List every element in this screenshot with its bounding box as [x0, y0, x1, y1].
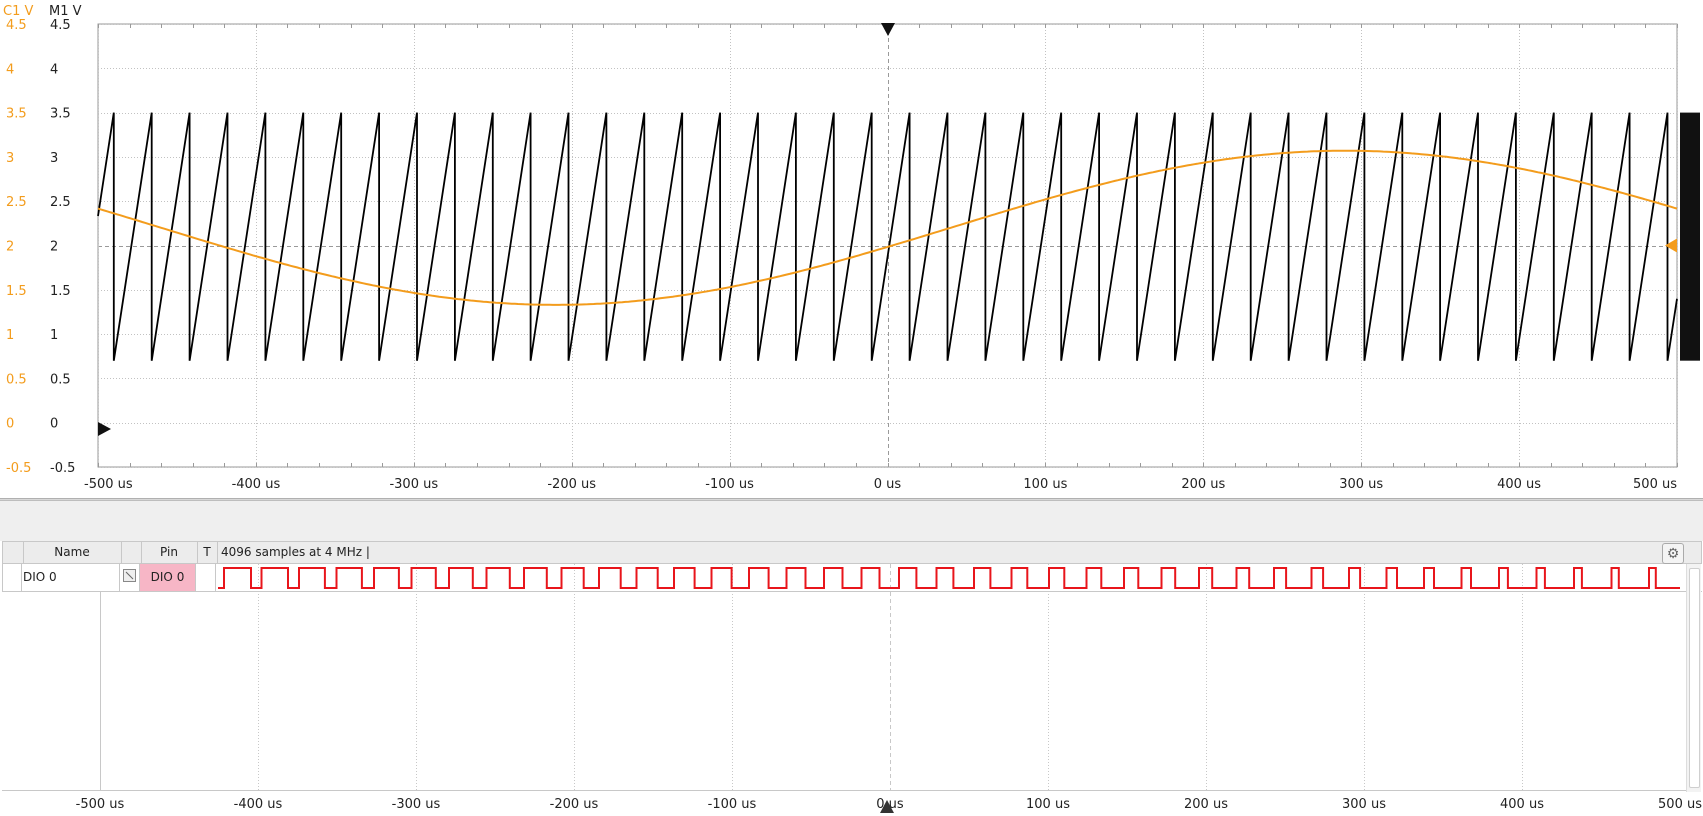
x-tick-label: 200 us — [1181, 477, 1225, 492]
c1-tick-label: 4 — [6, 62, 14, 77]
edit-column-header — [121, 542, 142, 563]
c1-trace — [97, 149, 1678, 306]
c1-tick-label: 1.5 — [6, 284, 27, 299]
right-edge-histogram — [1680, 112, 1700, 361]
m1-tick-label: 0.5 — [50, 372, 71, 387]
scope-axis-labels: C1 V M1 V 4.5 4 3.5 3 2.5 2 1.5 1 0.5 0 -0.5 4.5 4 3.… — [3, 4, 1677, 492]
x-tick-label: 400 us — [1497, 477, 1541, 492]
x-tick-label: -300 us — [389, 477, 438, 492]
logic-channel-row[interactable]: DIO 0 DIO 0 — [2, 564, 1702, 592]
logic-x-tick-label: 100 us — [1026, 797, 1070, 812]
logic-x-tick-label: -500 us — [76, 797, 125, 812]
logic-x-tick-label: -200 us — [550, 797, 599, 812]
c1-tick-label: 2 — [6, 240, 14, 255]
settings-gear-icon[interactable]: ⚙ — [1662, 543, 1684, 564]
logic-vertical-scrollbar[interactable] — [1686, 564, 1701, 792]
logic-toolbar-area — [0, 500, 1703, 541]
pin-column-header[interactable]: Pin — [141, 542, 198, 563]
channel-name[interactable]: DIO 0 — [22, 564, 120, 591]
logic-x-tick-label: -300 us — [392, 797, 441, 812]
c1-tick-label: 3.5 — [6, 107, 27, 122]
trigger-cell[interactable] — [196, 564, 216, 591]
m1-tick-label: 1.5 — [50, 284, 71, 299]
logic-trigger-marker-icon[interactable] — [880, 800, 894, 813]
pin-cell[interactable]: DIO 0 — [140, 564, 196, 591]
x-tick-label: 500 us — [1633, 477, 1677, 492]
header-spacer — [3, 542, 24, 563]
m1-tick-label: 2 — [50, 240, 58, 255]
x-tick-label: 100 us — [1023, 477, 1067, 492]
c1-tick-label: 0 — [6, 417, 14, 432]
pencil-icon — [123, 569, 136, 582]
m1-tick-label: -0.5 — [50, 461, 75, 476]
logic-x-tick-label: 0 us — [876, 797, 904, 812]
c1-tick-label: 3 — [6, 151, 14, 166]
m1-tick-label: 2.5 — [50, 195, 71, 210]
x-tick-label: 0 us — [874, 477, 902, 492]
logic-x-tick-label: 500 us — [1658, 797, 1702, 812]
c1-tick-label: 0.5 — [6, 372, 27, 387]
x-tick-label: -100 us — [705, 477, 754, 492]
m1-tick-label: 0 — [50, 417, 58, 432]
logic-time-axis: -500 us -400 us -300 us -200 us -100 us 0 us 1… — [76, 797, 1703, 812]
trigger-column-header[interactable]: T — [197, 542, 218, 563]
scrollbar-thumb[interactable] — [1689, 568, 1700, 788]
analog-scope-plot[interactable]: C1 V M1 V 4.5 4 3.5 3 2.5 2 1.5 1 0.5 0 -0.5 4.5 4 3.… — [0, 0, 1703, 500]
row-handle[interactable] — [2, 564, 22, 591]
c1-tick-label: 2.5 — [6, 195, 27, 210]
m1-channel-label: M1 V — [49, 4, 82, 19]
m1-tick-label: 1 — [50, 328, 58, 343]
x-tick-label: -400 us — [232, 477, 281, 492]
m1-tick-label: 4.5 — [50, 18, 71, 33]
c1-channel-label: C1 V — [3, 4, 33, 19]
edit-channel-icon[interactable] — [120, 564, 140, 591]
logic-channel-header: Name Pin T 4096 samples at 4 MHz | — [2, 541, 1702, 564]
logic-x-tick-label: -400 us — [234, 797, 283, 812]
x-tick-label: -500 us — [84, 477, 133, 492]
logic-x-tick-label: 200 us — [1184, 797, 1228, 812]
m1-tick-label: 4 — [50, 62, 58, 77]
c1-tick-label: 1 — [6, 328, 14, 343]
trigger-position-marker-icon[interactable] — [881, 23, 895, 36]
m1-tick-label: 3.5 — [50, 107, 71, 122]
name-column-header[interactable]: Name — [23, 542, 122, 563]
c1-tick-label: 4.5 — [6, 18, 27, 33]
scope-traces — [97, 112, 1678, 361]
c1-trigger-level-marker-icon[interactable] — [1665, 238, 1677, 253]
logic-x-tick-label: 300 us — [1342, 797, 1386, 812]
m1-offset-marker-icon[interactable] — [98, 422, 111, 436]
c1-tick-label: -0.5 — [6, 461, 31, 476]
m1-tick-label: 3 — [50, 151, 58, 166]
m1-trace — [97, 112, 1678, 361]
logic-x-tick-label: 400 us — [1500, 797, 1544, 812]
logic-grid — [2, 564, 1686, 791]
histogram-bar — [1680, 112, 1700, 361]
x-tick-label: 300 us — [1339, 477, 1383, 492]
logic-x-tick-label: -100 us — [708, 797, 757, 812]
samples-info: 4096 samples at 4 MHz | — [221, 545, 370, 559]
x-tick-label: -200 us — [547, 477, 596, 492]
